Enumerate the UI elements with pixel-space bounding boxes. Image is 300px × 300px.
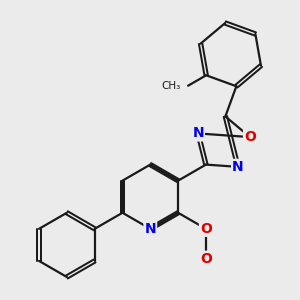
Text: O: O (200, 222, 212, 236)
Text: N: N (192, 126, 204, 140)
Text: N: N (145, 222, 156, 236)
Text: CH₃: CH₃ (161, 81, 181, 91)
Text: N: N (232, 160, 244, 174)
Text: O: O (200, 252, 212, 266)
Text: O: O (244, 130, 256, 144)
